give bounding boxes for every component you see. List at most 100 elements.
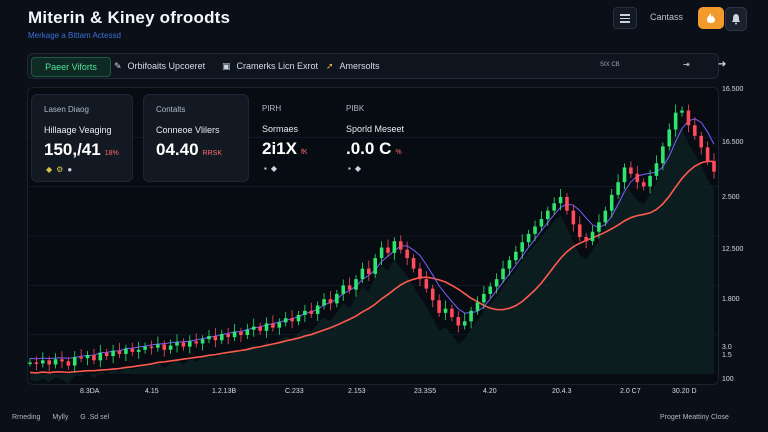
candle — [501, 260, 505, 284]
candle-body — [699, 135, 704, 148]
candle-body — [609, 194, 614, 211]
candle — [213, 328, 218, 348]
candle-body — [309, 310, 314, 314]
x-axis-label: 23.3S5 — [414, 388, 437, 395]
stat-card-2[interactable]: Contalts Conneoe Vlilers 04.40 RRSK — [143, 94, 249, 182]
candle — [28, 358, 32, 367]
stat-change: RRSK — [202, 150, 222, 157]
candle — [386, 239, 390, 257]
menu-button[interactable] — [613, 7, 637, 29]
y-axis-label: 1.800 — [722, 296, 740, 303]
x-axis-label: 8.3DA — [80, 388, 100, 395]
candle-body — [424, 279, 429, 289]
candle — [156, 336, 160, 352]
candle-body — [162, 344, 167, 350]
candle-body — [124, 348, 128, 354]
candle — [712, 153, 716, 179]
candle — [456, 311, 461, 333]
candle-body — [60, 359, 64, 362]
stat-subtitle: Hillaage Veaging — [44, 125, 112, 135]
tab-cramerks-licn-exrot[interactable]: ▣ Cramerks Licn Exrot — [222, 57, 318, 75]
candle — [648, 169, 652, 194]
candle — [609, 188, 614, 218]
candle — [430, 284, 435, 308]
candle-body — [443, 308, 448, 313]
tab-amersolts[interactable]: ➚ Amersolts — [326, 57, 380, 75]
candle-body — [360, 268, 365, 280]
header-label[interactable]: Cantass — [650, 12, 684, 22]
candle-body — [130, 348, 135, 352]
candle — [462, 313, 467, 330]
footer-right[interactable]: Proget Meattiny Close — [660, 414, 729, 421]
candle-body — [111, 350, 115, 357]
dot-icon: ● — [67, 165, 73, 174]
x-axis-label: 4.15 — [145, 388, 159, 395]
candle-body — [143, 346, 147, 350]
candle-body — [188, 341, 192, 347]
candle-body — [654, 163, 659, 176]
stat-value: 2i1X fK — [262, 139, 308, 158]
stat-label: PIBK — [346, 104, 365, 113]
candle-body — [571, 210, 576, 225]
candle — [79, 349, 83, 363]
notifications-button[interactable] — [725, 7, 747, 31]
app-subtitle-link[interactable]: Merkage a Bittam Actessd — [28, 31, 121, 40]
candle-body — [475, 302, 480, 311]
candle — [219, 329, 224, 345]
stat-card-4[interactable]: PIBK Sporld Meseet .0.0 C% ▪ ◆ — [334, 94, 434, 180]
stat-card-1[interactable]: Lasen Diaog Hillaage Veaging 150,/41 18% … — [31, 94, 133, 182]
chart-panel: Lasen Diaog Hillaage Veaging 150,/41 18% … — [27, 87, 719, 385]
candle-body — [430, 288, 435, 301]
price-chart[interactable] — [28, 88, 718, 384]
candle — [584, 233, 588, 249]
candle-body — [558, 196, 563, 204]
tab-paeer-viforts[interactable]: Paeer Viforts — [31, 57, 111, 77]
stat-subtitle: Sporld Meseet — [346, 124, 405, 134]
candle-body — [386, 247, 390, 253]
footer-item[interactable]: Rrneding — [12, 414, 41, 421]
candle — [686, 104, 691, 133]
candle — [251, 318, 256, 337]
candle-body — [584, 237, 588, 242]
x-axis-label: C.233 — [285, 388, 304, 395]
candle-body — [85, 355, 90, 359]
candle — [622, 163, 627, 190]
candle-body — [156, 344, 160, 348]
candle-body — [341, 285, 346, 294]
tab-orbifoaits-upcoeret[interactable]: ✎ Orbifoaits Upcoeret — [114, 57, 205, 75]
stat-change: fK — [300, 149, 308, 156]
diamond-icon: ◆ — [46, 165, 53, 174]
candle — [239, 327, 243, 343]
export-icon[interactable]: ⇥ — [683, 60, 690, 69]
candle-body — [322, 299, 326, 306]
candle — [245, 323, 250, 340]
candle-body — [616, 182, 620, 195]
tab-right-label[interactable]: SIX CB — [600, 62, 620, 68]
pen-icon: ✎ — [114, 61, 122, 71]
candle-body — [47, 360, 51, 365]
candle — [520, 234, 525, 259]
candle — [488, 282, 493, 298]
y-axis-label: 100 — [722, 376, 734, 383]
candle — [680, 106, 684, 117]
candle — [92, 349, 96, 365]
candle — [437, 294, 441, 317]
x-axis-label: 2.153 — [348, 388, 366, 395]
candle-body — [53, 359, 58, 365]
candle — [309, 302, 314, 318]
next-arrow-icon[interactable]: ➜ — [718, 59, 727, 70]
candle — [539, 211, 544, 231]
candle-body — [565, 196, 569, 211]
candle — [373, 254, 377, 278]
stat-card-3[interactable]: PIRH Sormaes 2i1X fK ▪ ◆ — [250, 94, 340, 180]
footer-item[interactable]: Mylly — [52, 414, 69, 421]
candle-body — [245, 329, 250, 336]
footer-item[interactable]: G .Sd sel — [80, 414, 110, 421]
candle — [335, 289, 339, 308]
candle — [111, 344, 115, 364]
theme-toggle-button[interactable] — [698, 7, 724, 29]
candle-body — [98, 352, 103, 361]
candle — [418, 262, 422, 287]
stat-label: PIRH — [262, 104, 282, 113]
candle-body — [418, 268, 422, 280]
